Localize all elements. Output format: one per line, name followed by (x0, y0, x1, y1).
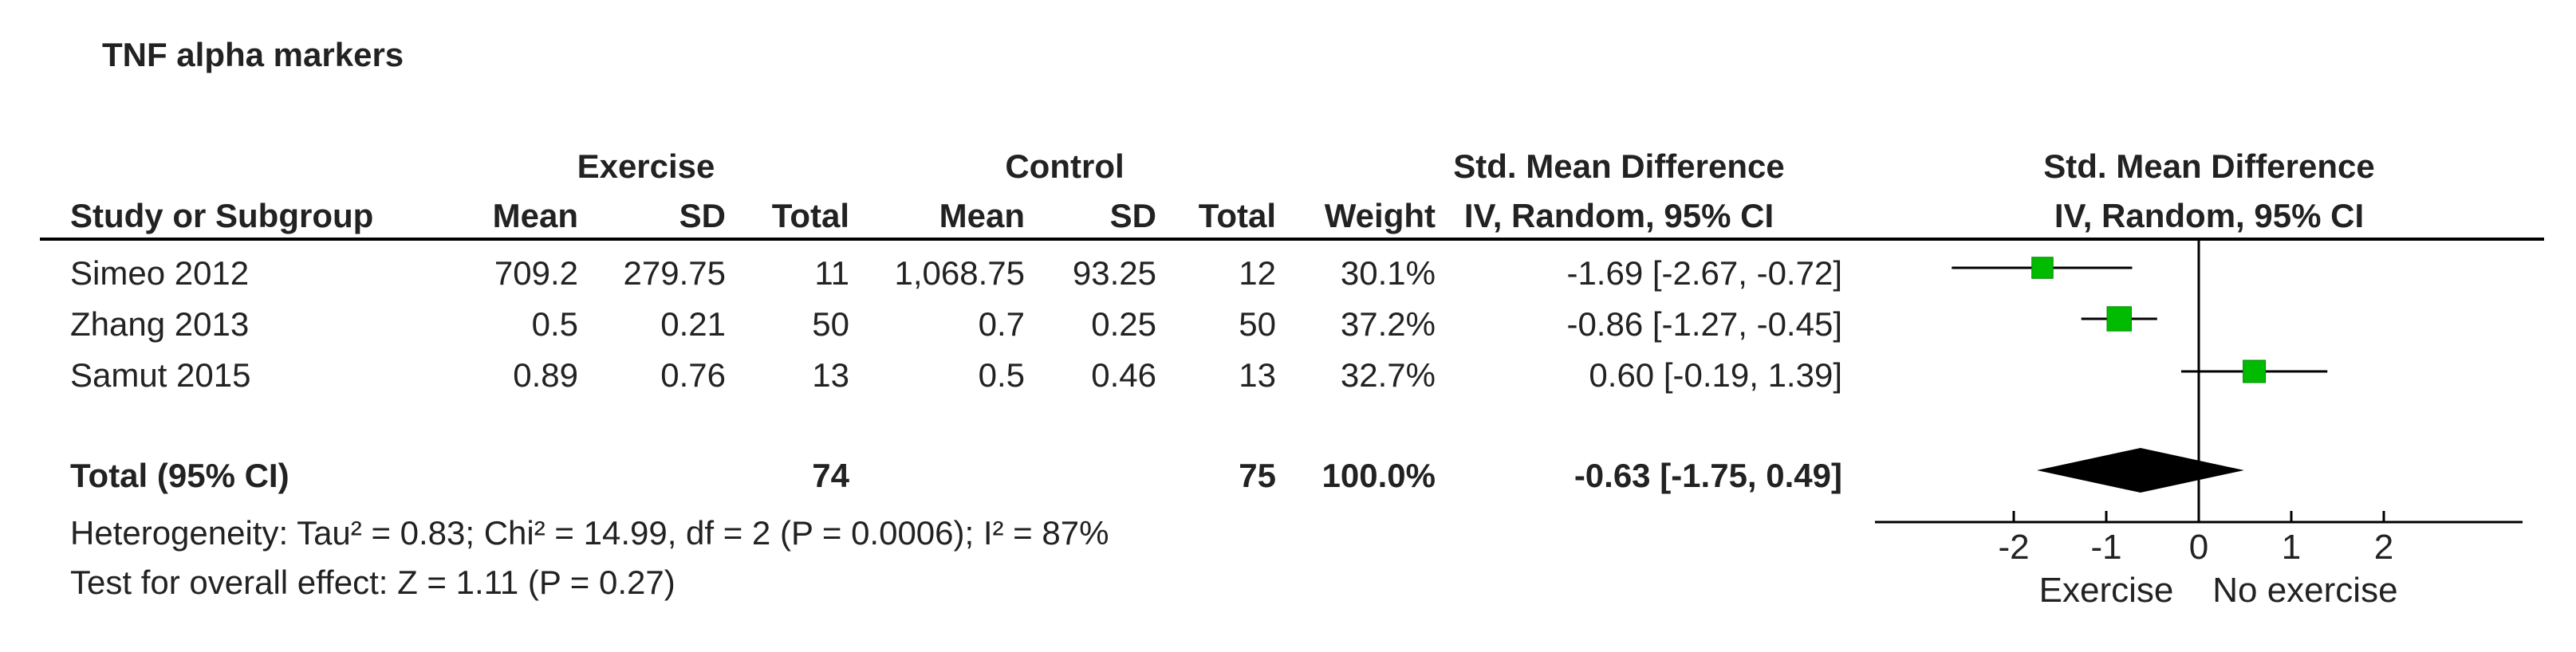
total-ci-text: -0.63 [-1.75, 0.49] (1574, 457, 1842, 494)
header-ex-mean: Mean (492, 197, 578, 234)
ex-mean: 0.5 (531, 305, 578, 343)
header-plot-group: Std. Mean Difference (2043, 147, 2375, 185)
ex-mean: 709.2 (494, 254, 578, 292)
header-smd-group: Std. Mean Difference (1453, 147, 1785, 185)
header-plot-method: IV, Random, 95% CI (2054, 197, 2365, 234)
ex-total: 11 (814, 254, 849, 292)
ci-text: 0.60 [-0.19, 1.39] (1589, 356, 1842, 394)
ct-sd: 0.25 (1091, 305, 1156, 343)
ct-mean: 0.5 (978, 356, 1025, 394)
header-weight: Weight (1324, 197, 1436, 234)
ex-total: 13 (812, 356, 849, 394)
total-label: Total (95% CI) (70, 457, 290, 494)
total-weight: 100.0% (1321, 457, 1436, 494)
favours-right-label: No exercise (2212, 571, 2397, 610)
header-exercise-group: Exercise (577, 147, 715, 185)
header-smd-method: IV, Random, 95% CI (1463, 197, 1774, 234)
ct-total-sum: 75 (1239, 457, 1276, 494)
header-control-group: Control (1005, 147, 1125, 185)
study-marker (2243, 359, 2267, 383)
ex-mean: 0.89 (513, 356, 578, 394)
study-name: Zhang 2013 (70, 305, 250, 343)
x-tick-label: -2 (1998, 528, 2029, 567)
favours-left-label: Exercise (2039, 571, 2174, 610)
overall-effect-text: Test for overall effect: Z = 1.11 (P = 0… (70, 564, 676, 601)
ex-sd: 0.21 (660, 305, 726, 343)
header-ex-sd: SD (679, 197, 726, 234)
header-divider (40, 238, 2544, 241)
weight: 37.2% (1340, 305, 1436, 343)
heterogeneity-text: Heterogeneity: Tau² = 0.83; Chi² = 14.99… (70, 514, 1109, 552)
x-tick-label: 2 (2374, 528, 2393, 567)
study-name: Samut 2015 (70, 356, 251, 394)
ci-text: -1.69 [-2.67, -0.72] (1566, 254, 1842, 292)
header-ct-sd: SD (1109, 197, 1156, 234)
ct-mean: 0.7 (978, 305, 1025, 343)
pooled-diamond (2037, 448, 2244, 493)
ex-sd: 279.75 (623, 254, 726, 292)
ct-total: 13 (1239, 356, 1276, 394)
weight: 32.7% (1340, 356, 1436, 394)
study-name: Simeo 2012 (70, 254, 250, 292)
header-ct-total: Total (1198, 197, 1276, 234)
ct-total: 50 (1239, 305, 1276, 343)
chart-title: TNF alpha markers (102, 36, 404, 73)
ct-sd: 93.25 (1072, 254, 1156, 292)
ci-text: -0.86 [-1.27, -0.45] (1566, 305, 1842, 343)
ct-sd: 0.46 (1091, 356, 1156, 394)
study-marker (2031, 257, 2054, 279)
ex-sd: 0.76 (660, 356, 726, 394)
header-ct-mean: Mean (939, 197, 1025, 234)
x-tick-label: -1 (2090, 528, 2121, 567)
x-tick-label: 0 (2189, 528, 2208, 567)
x-tick-label: 1 (2282, 528, 2301, 567)
ct-total: 12 (1239, 254, 1276, 292)
ct-mean: 1,068.75 (894, 254, 1026, 292)
header-ex-total: Total (771, 197, 849, 234)
ex-total-sum: 74 (812, 457, 849, 494)
weight: 30.1% (1340, 254, 1436, 292)
header-study: Study or Subgroup (70, 197, 374, 234)
ex-total: 50 (812, 305, 849, 343)
study-marker (2106, 306, 2132, 332)
